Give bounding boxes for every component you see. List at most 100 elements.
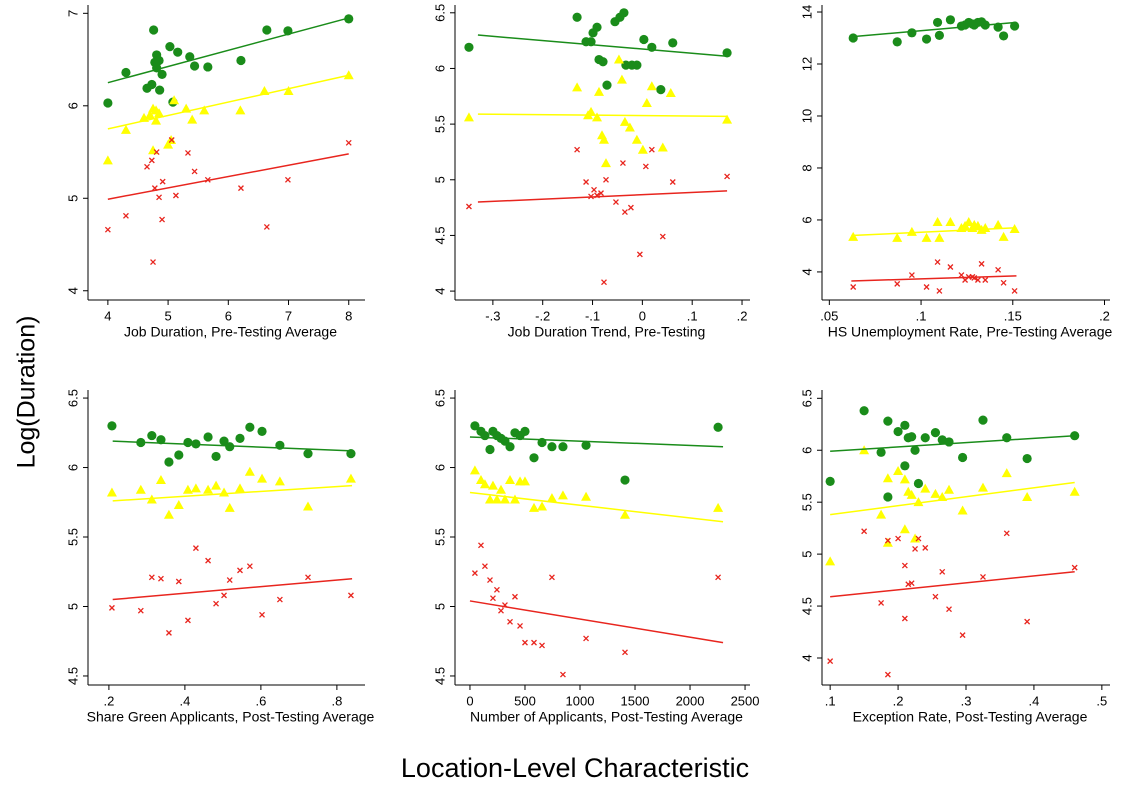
point — [724, 173, 731, 180]
point — [1024, 618, 1031, 625]
fit-line — [107, 153, 349, 200]
point — [592, 22, 602, 32]
point — [189, 61, 200, 71]
point — [226, 577, 233, 584]
point — [594, 86, 605, 96]
point — [722, 48, 732, 58]
point — [878, 599, 885, 606]
point — [470, 421, 480, 431]
point — [507, 618, 513, 625]
point — [191, 168, 198, 175]
x-tick-label: .1 — [916, 308, 927, 323]
point — [920, 483, 931, 493]
point — [598, 57, 608, 67]
point — [668, 38, 678, 48]
point — [148, 145, 159, 155]
fit-line — [830, 481, 1075, 516]
point — [616, 74, 627, 84]
point — [465, 203, 472, 210]
point — [120, 124, 131, 134]
point — [586, 106, 597, 116]
point — [276, 596, 283, 603]
point — [659, 233, 666, 240]
y-tick-label: 5.5 — [432, 115, 447, 133]
point — [185, 150, 191, 156]
point — [150, 259, 156, 266]
point — [190, 483, 201, 493]
point — [958, 272, 965, 279]
point — [221, 592, 227, 599]
panel: 4 4.5 5 5.5 6 6.5 -.3 -.2 -.1 0 .1 .2 Job Duration T… — [432, 4, 750, 340]
point — [912, 545, 919, 552]
point — [574, 146, 581, 153]
point — [1011, 287, 1018, 294]
point — [850, 284, 857, 290]
point — [921, 34, 932, 44]
point — [947, 264, 954, 270]
point — [922, 544, 929, 551]
point — [944, 437, 954, 447]
point — [713, 502, 724, 512]
point — [859, 406, 869, 416]
point — [475, 475, 486, 485]
point — [572, 12, 582, 22]
point — [913, 478, 924, 489]
point — [934, 30, 945, 41]
x-axis-label: HS Unemployment Rate, Pre-Testing Averag… — [828, 324, 1113, 340]
point — [602, 80, 612, 90]
point — [484, 494, 495, 504]
point — [345, 473, 356, 483]
fit-line — [477, 34, 728, 57]
point — [471, 570, 478, 577]
point — [910, 445, 920, 455]
point — [108, 604, 115, 611]
point — [157, 69, 167, 79]
point — [539, 642, 545, 649]
point — [641, 97, 652, 107]
point — [876, 509, 887, 519]
point — [884, 537, 891, 544]
x-tick-label: .2 — [737, 308, 748, 323]
point — [102, 155, 113, 165]
point — [144, 163, 150, 170]
x-tick-label: 5 — [164, 308, 171, 323]
y-tick-label: 6 — [432, 464, 447, 471]
point — [908, 272, 915, 279]
point — [192, 545, 199, 552]
point — [669, 179, 676, 185]
y-tick-label: 6.5 — [65, 389, 80, 407]
point — [153, 149, 160, 155]
point — [135, 484, 146, 494]
point — [145, 110, 156, 120]
point — [848, 231, 859, 241]
y-tick-label: 6 — [65, 464, 80, 471]
point — [642, 163, 649, 170]
panel: 4 5 6 7 4 5 6 7 8 Job Duration, Pre-Testing Avera… — [65, 5, 365, 340]
y-tick-label: 4 — [799, 654, 814, 661]
point — [187, 114, 198, 124]
x-axis-label: Share Green Applicants, Post-Testing Ave… — [87, 709, 375, 725]
point — [974, 277, 981, 283]
point — [827, 658, 834, 665]
point — [103, 98, 113, 108]
point — [930, 488, 941, 498]
point — [203, 62, 213, 72]
point — [213, 600, 220, 607]
point — [149, 25, 159, 35]
x-tick-label: 1000 — [566, 693, 595, 708]
point — [639, 34, 649, 45]
point — [173, 47, 183, 57]
point — [958, 452, 968, 463]
point — [211, 480, 222, 490]
x-tick-label: 2000 — [676, 693, 705, 708]
point — [490, 595, 496, 602]
point — [620, 509, 631, 519]
x-tick-label: 2500 — [731, 693, 760, 708]
point — [901, 615, 908, 622]
point — [906, 489, 917, 499]
y-tick-label: 7 — [65, 10, 80, 17]
fit-line — [851, 275, 1017, 282]
point — [174, 450, 184, 460]
point — [234, 483, 245, 493]
